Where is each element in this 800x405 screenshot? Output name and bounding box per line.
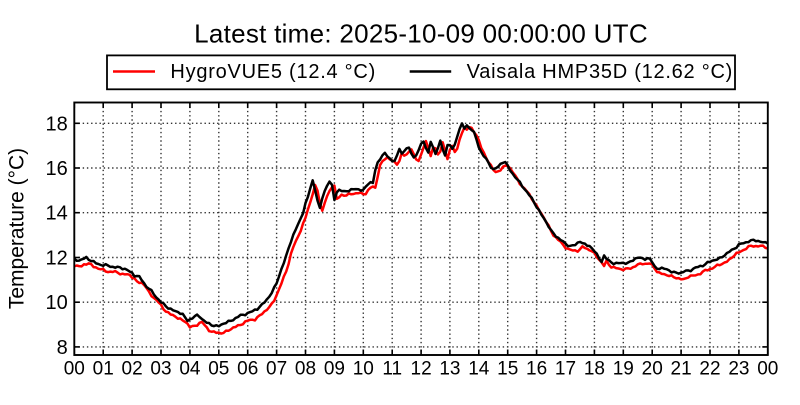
svg-text:Vaisala HMP35D (12.62 °C): Vaisala HMP35D (12.62 °C) [467,61,733,83]
svg-text:07: 07 [266,359,287,380]
svg-text:21: 21 [671,359,692,380]
svg-text:14: 14 [468,359,490,380]
svg-text:03: 03 [150,359,171,380]
svg-text:16: 16 [526,359,547,380]
svg-text:13: 13 [439,359,460,380]
svg-text:18: 18 [46,113,68,135]
svg-text:02: 02 [122,359,143,380]
svg-text:10: 10 [46,292,68,314]
svg-text:Latest time: 2025-10-09 00:00:: Latest time: 2025-10-09 00:00:00 UTC [194,19,648,49]
svg-text:11: 11 [382,359,402,380]
svg-text:00: 00 [64,359,85,380]
svg-text:16: 16 [46,158,68,180]
svg-text:04: 04 [179,359,201,380]
svg-text:23: 23 [728,359,749,380]
svg-text:15: 15 [497,359,518,380]
svg-text:09: 09 [324,359,345,380]
svg-text:22: 22 [699,359,720,380]
svg-text:HygroVUE5 (12.4 °C): HygroVUE5 (12.4 °C) [170,61,376,83]
svg-text:05: 05 [208,359,229,380]
svg-text:06: 06 [237,359,258,380]
svg-text:12: 12 [411,359,432,380]
svg-text:08: 08 [295,359,316,380]
svg-text:00: 00 [757,359,778,380]
svg-text:12: 12 [46,248,68,270]
svg-text:Temperature (°C): Temperature (°C) [6,148,29,309]
svg-text:01: 01 [93,359,114,380]
svg-text:18: 18 [584,359,605,380]
svg-text:10: 10 [353,359,374,380]
svg-text:17: 17 [555,359,576,380]
svg-text:8: 8 [57,337,68,359]
svg-text:19: 19 [613,359,634,380]
svg-text:20: 20 [642,359,663,380]
svg-text:14: 14 [46,203,68,225]
